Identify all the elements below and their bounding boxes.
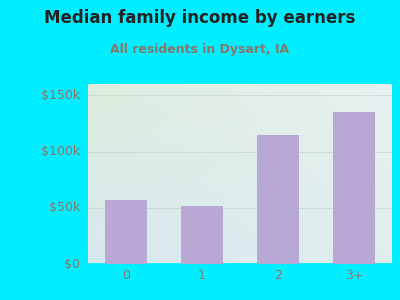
Text: $150k: $150k: [41, 89, 80, 102]
Text: $50k: $50k: [49, 201, 80, 214]
Text: Median family income by earners: Median family income by earners: [44, 9, 356, 27]
Bar: [181, 206, 223, 264]
Bar: [257, 135, 299, 264]
Text: All residents in Dysart, IA: All residents in Dysart, IA: [110, 44, 290, 56]
Text: $100k: $100k: [41, 145, 80, 158]
Text: $0: $0: [64, 257, 80, 271]
Bar: [105, 200, 147, 264]
Bar: [333, 112, 375, 264]
